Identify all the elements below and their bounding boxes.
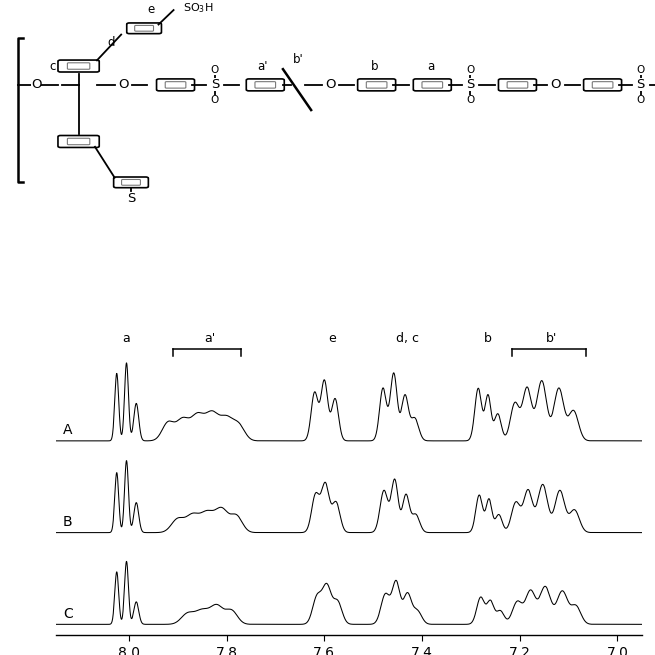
Text: e: e [328, 331, 335, 345]
Text: b: b [371, 60, 379, 73]
Text: d, c: d, c [396, 331, 419, 345]
Text: O: O [637, 65, 645, 75]
Text: S: S [127, 193, 135, 206]
Text: b': b' [546, 331, 557, 345]
Text: O: O [326, 79, 336, 92]
Text: a: a [122, 331, 130, 345]
Text: O: O [211, 65, 219, 75]
Text: S: S [637, 79, 645, 92]
Text: O: O [550, 79, 561, 92]
Text: O: O [466, 95, 474, 105]
Text: c: c [49, 60, 56, 73]
Text: O: O [31, 79, 41, 92]
Text: b': b' [293, 53, 303, 66]
Text: b: b [484, 331, 492, 345]
Text: a': a' [257, 60, 267, 73]
Text: O: O [211, 95, 219, 105]
Text: a': a' [204, 331, 215, 345]
Text: O: O [118, 79, 128, 92]
Text: a: a [427, 60, 435, 73]
Text: S: S [211, 79, 219, 92]
Text: S: S [466, 79, 474, 92]
Text: A: A [63, 423, 73, 437]
Text: $\mathregular{SO_3H}$: $\mathregular{SO_3H}$ [183, 1, 214, 15]
Text: B: B [63, 515, 73, 529]
Text: e: e [147, 3, 155, 16]
Text: d: d [107, 36, 115, 49]
Text: O: O [637, 95, 645, 105]
Text: C: C [63, 607, 73, 621]
Text: O: O [466, 65, 474, 75]
